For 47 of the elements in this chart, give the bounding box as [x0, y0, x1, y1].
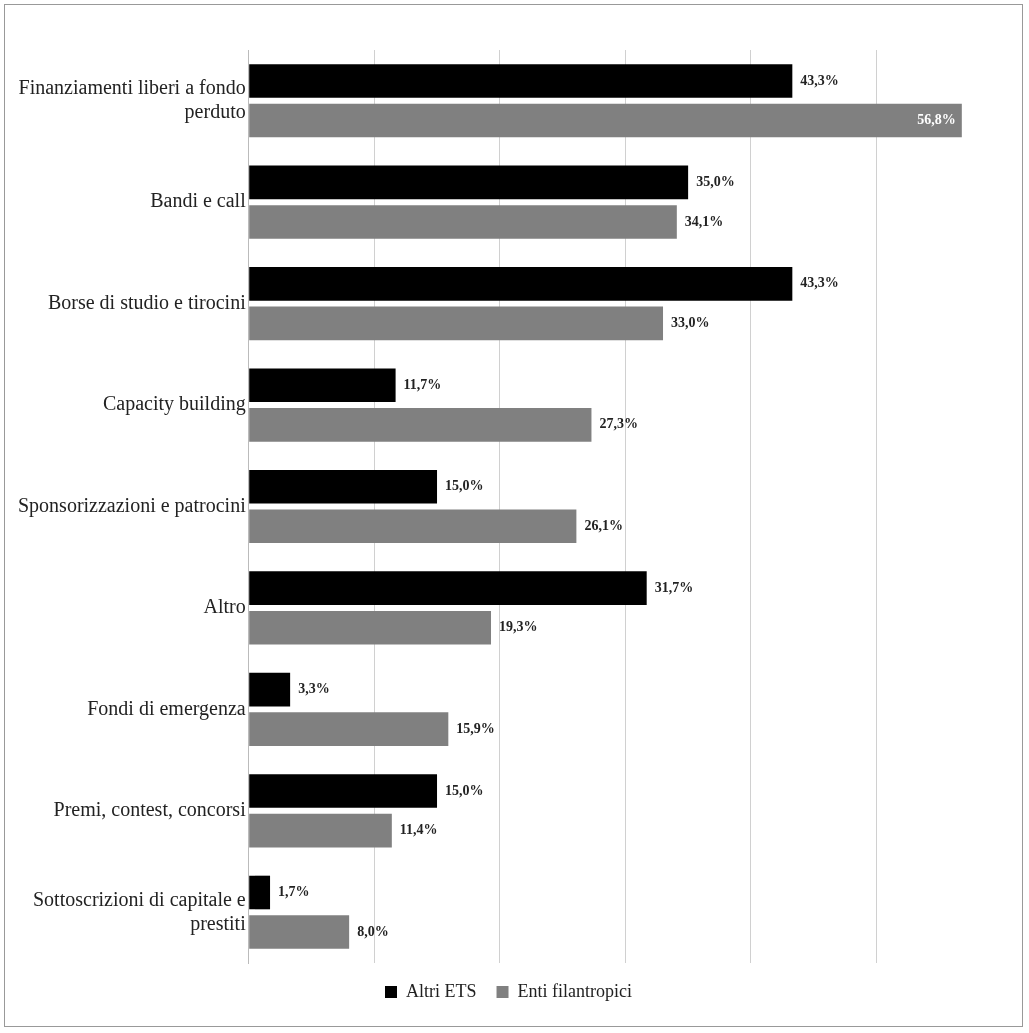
bar [249, 509, 577, 544]
bar [249, 205, 677, 239]
data-label: 15,9% [456, 720, 495, 736]
bar [249, 469, 438, 504]
legend-label: Altri ETS [406, 980, 477, 1001]
bar [249, 306, 664, 341]
y-tick-label: Capacity building [102, 392, 246, 416]
data-label: 35,0% [696, 173, 735, 189]
bar [249, 368, 396, 403]
bar [249, 571, 647, 605]
bar [249, 712, 449, 746]
bar [249, 875, 271, 910]
y-tick-label: Finanziamenti liberi a fondo perduto [18, 75, 246, 123]
data-label: 26,1% [584, 517, 623, 533]
y-tick-label: Premi, contest, concorsi [53, 798, 247, 821]
bar [249, 267, 793, 301]
data-label: 8,0% [357, 923, 389, 939]
data-label: 31,7% [654, 579, 694, 595]
data-label: 15,0% [445, 782, 484, 798]
y-tick-label: Bandi e call [150, 189, 247, 212]
data-label: 33,0% [671, 315, 710, 330]
y-tick-label: Altro [203, 595, 246, 618]
y-tick-label: Borse di studio e tirocini [47, 290, 247, 313]
bar [249, 774, 438, 808]
data-label: 3,3% [298, 681, 330, 697]
y-tick-label: Fondi di emergenza [87, 696, 246, 720]
data-label: 11,7% [403, 376, 442, 392]
data-label: 34,1% [684, 213, 724, 229]
data-label: 43,3% [800, 275, 839, 291]
data-label: 19,3% [499, 619, 538, 635]
data-label: 43,3% [800, 72, 839, 88]
data-label: 15,0% [445, 478, 484, 494]
bar [249, 672, 291, 707]
data-label: 1,7% [278, 884, 310, 900]
legend-label: Enti filantropici [517, 980, 632, 1001]
y-tick-label: Sottoscrizioni di capitale e prestiti [32, 887, 247, 935]
bar [249, 408, 592, 442]
bar [249, 165, 689, 200]
bar [249, 64, 793, 98]
bar [249, 103, 962, 138]
y-tick-label: Sponsorizzazioni e patrocini [17, 493, 247, 517]
bar [249, 610, 492, 645]
data-label: 27,3% [599, 416, 638, 432]
bar [249, 915, 350, 949]
bar [249, 813, 392, 848]
data-label: 56,8% [917, 112, 956, 128]
data-label: 11,4% [399, 822, 438, 838]
